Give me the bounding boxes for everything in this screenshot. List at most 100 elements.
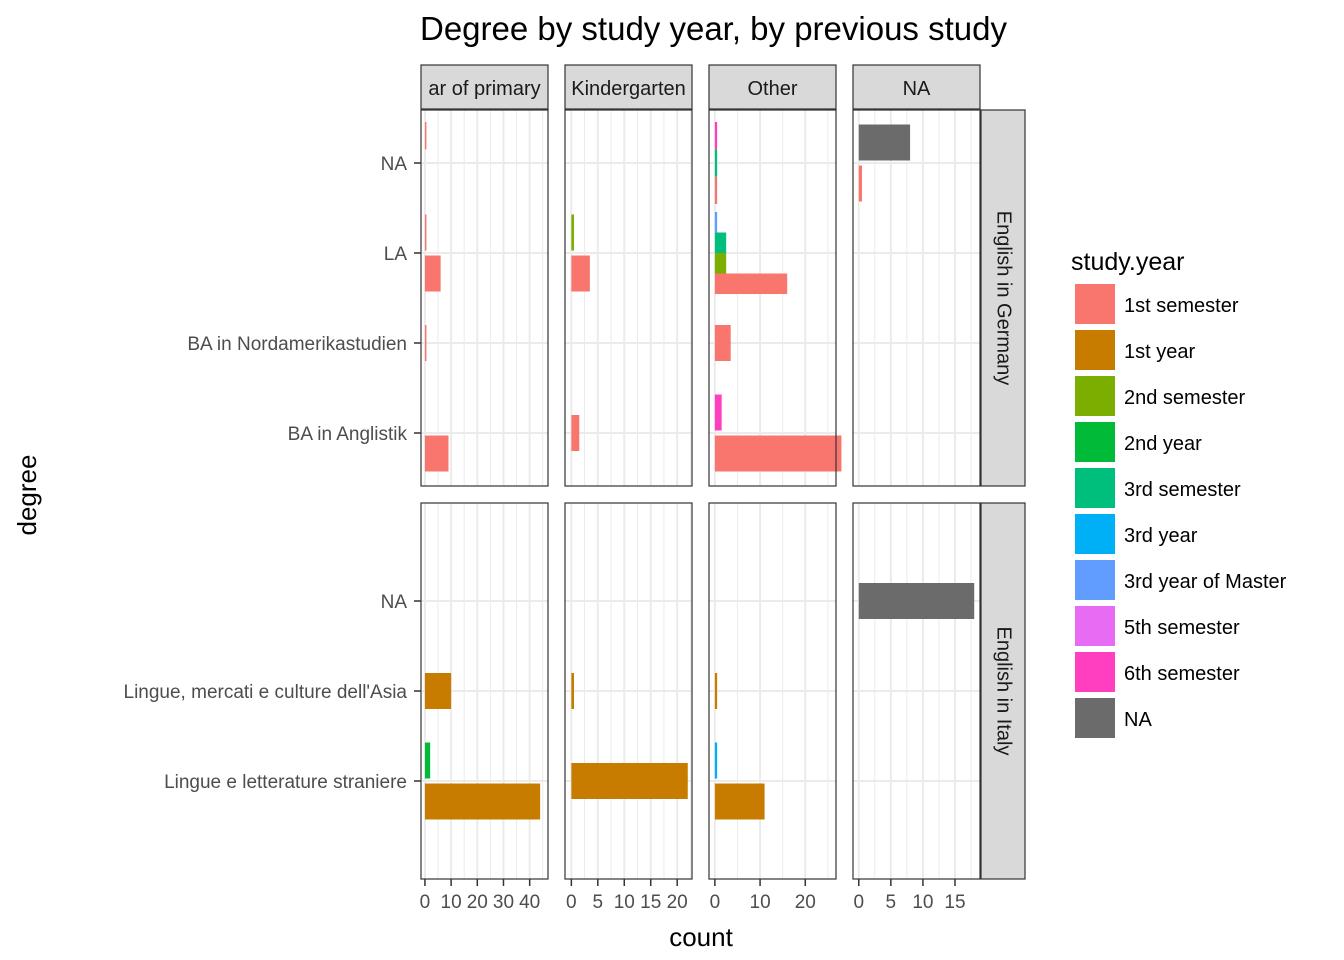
y-axis-label: degree: [12, 455, 42, 536]
bar: [714, 435, 842, 472]
legend-item: 3rd semester: [1075, 468, 1241, 508]
col-strip-3: NA: [852, 64, 981, 110]
bar: [858, 124, 911, 161]
legend-swatch: [1075, 284, 1115, 324]
x-tick-label: 20: [795, 892, 816, 913]
x-tick-label: 0: [710, 892, 721, 913]
bars: [858, 124, 911, 202]
bar: [571, 415, 580, 451]
bar: [571, 673, 574, 709]
legend-swatch: [1075, 560, 1115, 600]
x-tick-label: 5: [886, 892, 897, 913]
bar: [424, 673, 452, 709]
y-tick-label: NA: [381, 592, 408, 613]
bar: [714, 394, 722, 431]
col-strip-0: ar of primary: [420, 64, 549, 110]
bars: [714, 673, 765, 820]
legend-item: 5th semester: [1075, 606, 1240, 646]
y-tick-label: BA in Nordamerikastudien: [187, 334, 407, 355]
strip-background: [708, 64, 837, 110]
legend-item: 3rd year: [1075, 514, 1198, 554]
row-strip-1: English in Italy: [980, 502, 1026, 880]
panel-1-0: [420, 502, 549, 880]
row-strip-0: English in Germany: [980, 109, 1026, 487]
x-tick-label: 10: [750, 892, 771, 913]
panel-0-1: [564, 109, 693, 487]
x-tick-label: 0: [853, 892, 864, 913]
x-tick-label: 20: [667, 892, 688, 913]
legend-swatch: [1075, 652, 1115, 692]
x-tick-label: 30: [493, 892, 514, 913]
bar: [571, 255, 590, 292]
panel-border: [564, 109, 693, 487]
x-tick-label: 10: [614, 892, 635, 913]
bar: [858, 583, 975, 619]
y-axis-ticks: NA LA BA in Nordamerikastudien BA in Anglis…: [124, 154, 421, 793]
panel-0-0: [420, 109, 549, 487]
chart-title: Degree by study year, by previous study: [420, 10, 1007, 47]
panel-1-1: [564, 502, 693, 880]
x-tick-label: 10: [441, 892, 462, 913]
strip-background: [564, 64, 693, 110]
bar: [424, 214, 427, 251]
bar: [424, 742, 431, 779]
bars: [858, 583, 975, 619]
y-tick-label: Lingue e letterature straniere: [164, 772, 407, 793]
legend-label: 6th semester: [1124, 663, 1240, 685]
x-tick-label: 5: [593, 892, 604, 913]
bar: [714, 122, 718, 150]
col-strip-1: Kindergarten: [564, 64, 693, 110]
legend-swatch: [1075, 514, 1115, 554]
panel-background: [853, 110, 980, 486]
panel-1-2: [708, 502, 837, 880]
legend-swatch: [1075, 422, 1115, 462]
x-axis-label: count: [669, 922, 733, 952]
legend-label: 5th semester: [1124, 617, 1240, 639]
strip-background: [980, 502, 1026, 880]
legend-label: NA: [1124, 709, 1152, 731]
x-tick-label: 20: [467, 892, 488, 913]
legend-label: 1st semester: [1124, 295, 1239, 317]
panel-0-2: [708, 109, 842, 487]
legend-item: 6th semester: [1075, 652, 1240, 692]
row-strip-label: English in Italy: [993, 627, 1015, 756]
panel-border: [420, 109, 549, 487]
panel-border: [564, 502, 693, 880]
x-tick-label: 10: [912, 892, 933, 913]
legend-label: 3rd semester: [1124, 479, 1241, 501]
bars: [571, 673, 688, 799]
bars: [714, 122, 842, 472]
legend-label: 2nd year: [1124, 433, 1202, 455]
bars: [424, 122, 449, 472]
legend-item: 3rd year of Master: [1075, 560, 1287, 600]
bars: [571, 214, 590, 451]
facet-strips: ar of primary Kindergarten Other NA English …: [420, 64, 1026, 880]
legend-swatch: [1075, 698, 1115, 738]
bar: [714, 253, 727, 274]
col-strip-label: ar of primary: [428, 78, 540, 100]
y-tick-label: BA in Anglistik: [288, 424, 408, 445]
bar: [714, 673, 718, 709]
x-tick-label: 15: [944, 892, 965, 913]
y-tick-label: NA: [381, 154, 408, 175]
col-strip-2: Other: [708, 64, 837, 110]
x-axis-ticks: 0 10 20 30 40 0 5 10 15 20 0 10 20 0 5 10 15: [420, 879, 966, 913]
panel-border: [852, 502, 981, 880]
bar: [571, 214, 574, 251]
bar: [714, 176, 718, 204]
legend-label: 1st year: [1124, 341, 1195, 363]
panel-background: [421, 110, 548, 486]
bar: [714, 212, 718, 233]
strip-background: [852, 64, 981, 110]
col-strip-label: Other: [747, 78, 797, 100]
panel-border: [708, 109, 837, 487]
legend-items: 1st semester 1st year 2nd semester 2nd year…: [1075, 284, 1287, 738]
panel-border: [852, 109, 981, 487]
strip-background: [980, 109, 1026, 487]
legend-item: 1st year: [1075, 330, 1195, 370]
legend-label: 3rd year of Master: [1124, 571, 1287, 593]
legend-title: study.year: [1071, 248, 1184, 276]
bar: [714, 273, 788, 294]
bar: [714, 783, 765, 820]
panel-0-3: [852, 109, 981, 487]
